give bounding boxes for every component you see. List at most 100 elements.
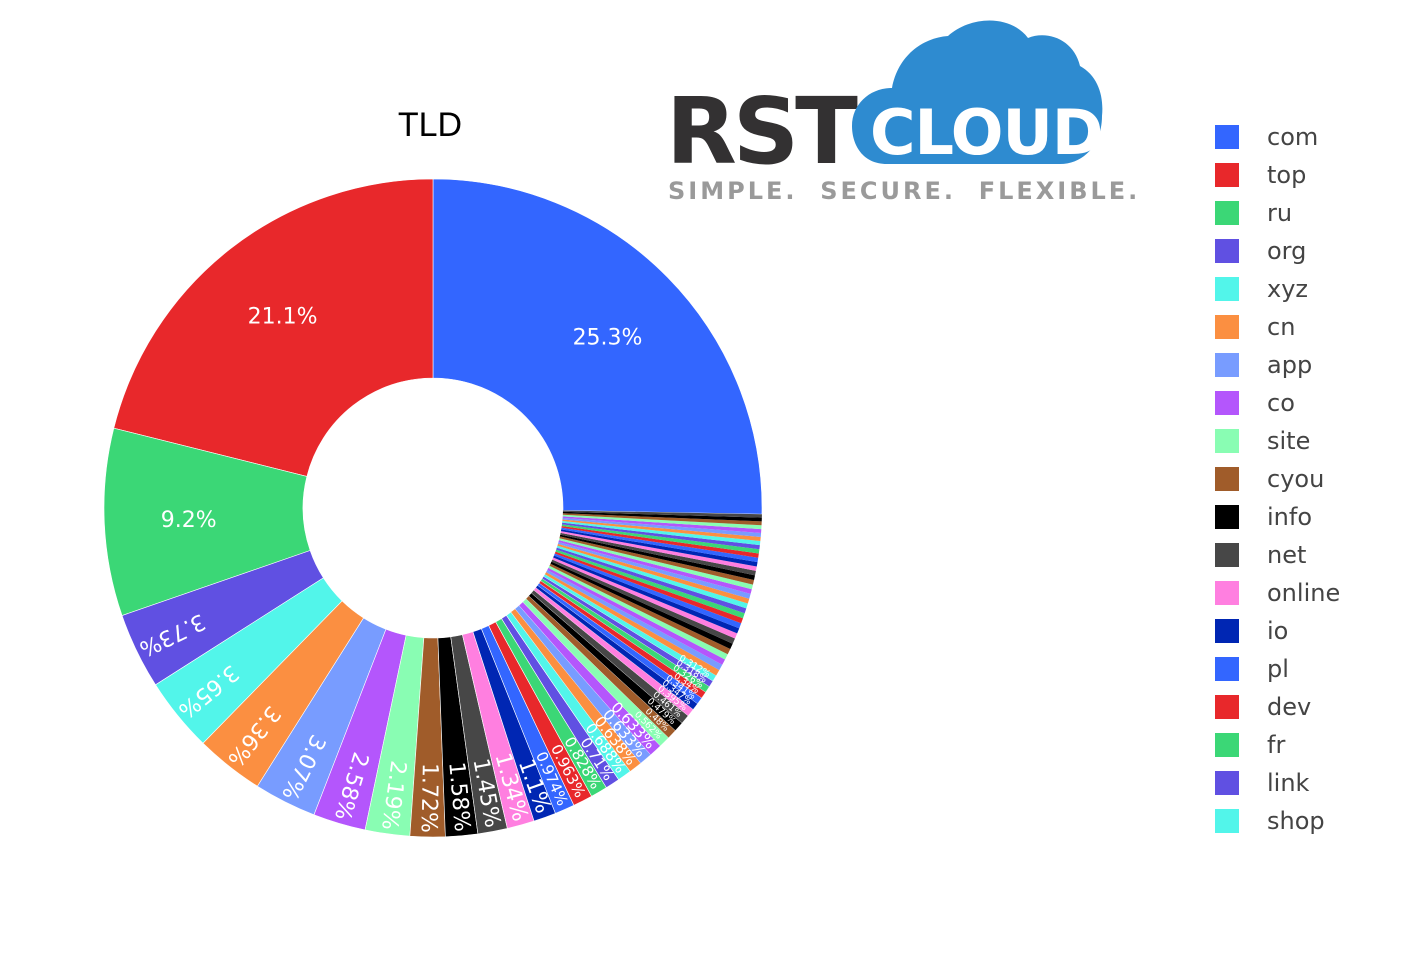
- legend-item-dev[interactable]: dev: [1215, 688, 1340, 726]
- legend-swatch: [1215, 543, 1239, 567]
- legend-label: xyz: [1267, 275, 1309, 303]
- slice[interactable]: [562, 514, 762, 530]
- legend-label: org: [1267, 237, 1307, 265]
- legend-item-cn[interactable]: cn: [1215, 308, 1340, 346]
- slice[interactable]: [562, 516, 762, 534]
- legend-item-net[interactable]: net: [1215, 536, 1340, 574]
- legend-item-fr[interactable]: fr: [1215, 726, 1340, 764]
- legend-label: io: [1267, 617, 1289, 645]
- legend-item-top[interactable]: top: [1215, 156, 1340, 194]
- slice[interactable]: [559, 536, 755, 585]
- legend-swatch: [1215, 771, 1239, 795]
- legend-swatch: [1215, 695, 1239, 719]
- legend-item-org[interactable]: org: [1215, 232, 1340, 270]
- legend-swatch: [1215, 657, 1239, 681]
- legend-item-ru[interactable]: ru: [1215, 194, 1340, 232]
- slice[interactable]: [562, 519, 761, 542]
- slice[interactable]: [562, 517, 762, 537]
- legend-swatch: [1215, 163, 1239, 187]
- slice[interactable]: [561, 524, 760, 554]
- slice-com[interactable]: [432, 178, 763, 515]
- legend-swatch: [1215, 733, 1239, 757]
- slice-label: 1.58%: [443, 761, 474, 833]
- legend-label: net: [1267, 541, 1307, 569]
- slice-top[interactable]: [113, 178, 434, 477]
- legend-swatch: [1215, 581, 1239, 605]
- slice[interactable]: [551, 559, 735, 644]
- legend-label: shop: [1267, 807, 1325, 835]
- legend-item-info[interactable]: info: [1215, 498, 1340, 536]
- legend-swatch: [1215, 315, 1239, 339]
- legend-item-co[interactable]: co: [1215, 384, 1340, 422]
- slice[interactable]: [557, 543, 750, 604]
- legend-swatch: [1215, 467, 1239, 491]
- slice[interactable]: [553, 555, 740, 634]
- slice[interactable]: [552, 557, 738, 639]
- slice[interactable]: [561, 522, 760, 550]
- legend-label: online: [1267, 579, 1341, 607]
- slice[interactable]: [556, 545, 748, 609]
- legend-label: co: [1267, 389, 1295, 417]
- slice[interactable]: [562, 510, 762, 518]
- slice[interactable]: [562, 513, 762, 526]
- slice[interactable]: [561, 525, 759, 558]
- slice[interactable]: [558, 540, 752, 594]
- legend-item-xyz[interactable]: xyz: [1215, 270, 1340, 308]
- slice[interactable]: [555, 549, 745, 619]
- slice[interactable]: [543, 573, 717, 682]
- slice[interactable]: [560, 529, 758, 567]
- legend-item-link[interactable]: link: [1215, 764, 1340, 802]
- slice[interactable]: [544, 572, 720, 676]
- cloud-icon: [852, 20, 1103, 164]
- slice[interactable]: [553, 553, 742, 629]
- legend-swatch: [1215, 239, 1239, 263]
- legend-swatch: [1215, 809, 1239, 833]
- legend-label: cyou: [1267, 465, 1325, 493]
- slice-label: 9.2%: [161, 508, 217, 533]
- legend-label: fr: [1267, 731, 1286, 759]
- legend-label: cn: [1267, 313, 1296, 341]
- legend-swatch: [1215, 619, 1239, 643]
- legend-item-pl[interactable]: pl: [1215, 650, 1340, 688]
- logo-brand-left: RST: [666, 78, 858, 185]
- slice[interactable]: [559, 534, 756, 580]
- legend-swatch: [1215, 391, 1239, 415]
- legend-swatch: [1215, 353, 1239, 377]
- slice[interactable]: [560, 531, 757, 571]
- slice-label: 1.72%: [416, 763, 442, 833]
- logo-tagline: SIMPLE. SECURE. FLEXIBLE.: [668, 177, 1141, 205]
- slice[interactable]: [547, 567, 726, 665]
- legend-label: site: [1267, 427, 1311, 455]
- slice[interactable]: [562, 511, 762, 522]
- legend-item-io[interactable]: io: [1215, 612, 1340, 650]
- legend-swatch: [1215, 505, 1239, 529]
- slice[interactable]: [549, 563, 731, 655]
- slice-ru[interactable]: [103, 427, 311, 616]
- rst-cloud-logo: RST CLOUD SIMPLE. SECURE. FLEXIBLE.: [666, 16, 1137, 211]
- legend-label: com: [1267, 123, 1319, 151]
- slice-label: 25.3%: [573, 326, 643, 351]
- slice[interactable]: [558, 538, 753, 590]
- legend-swatch: [1215, 125, 1239, 149]
- legend-item-cyou[interactable]: cyou: [1215, 460, 1340, 498]
- legend-label: link: [1267, 769, 1310, 797]
- legend-item-com[interactable]: com: [1215, 118, 1340, 156]
- slice[interactable]: [561, 527, 759, 563]
- logo-brand-right: CLOUD: [870, 96, 1103, 169]
- slice[interactable]: [550, 561, 733, 649]
- legend-item-app[interactable]: app: [1215, 346, 1340, 384]
- legend-item-site[interactable]: site: [1215, 422, 1340, 460]
- chart-title: TLD: [397, 106, 463, 144]
- slice[interactable]: [557, 541, 751, 599]
- slice[interactable]: [548, 565, 728, 660]
- slice[interactable]: [546, 569, 723, 671]
- slice[interactable]: [560, 532, 756, 576]
- slice[interactable]: [556, 547, 747, 614]
- slice[interactable]: [554, 551, 743, 624]
- slice[interactable]: [562, 521, 761, 546]
- legend-item-online[interactable]: online: [1215, 574, 1340, 612]
- legend-swatch: [1215, 277, 1239, 301]
- legend: com top ru org xyz cn app co site cyou info net onli…: [1215, 118, 1340, 840]
- legend-item-shop[interactable]: shop: [1215, 802, 1340, 840]
